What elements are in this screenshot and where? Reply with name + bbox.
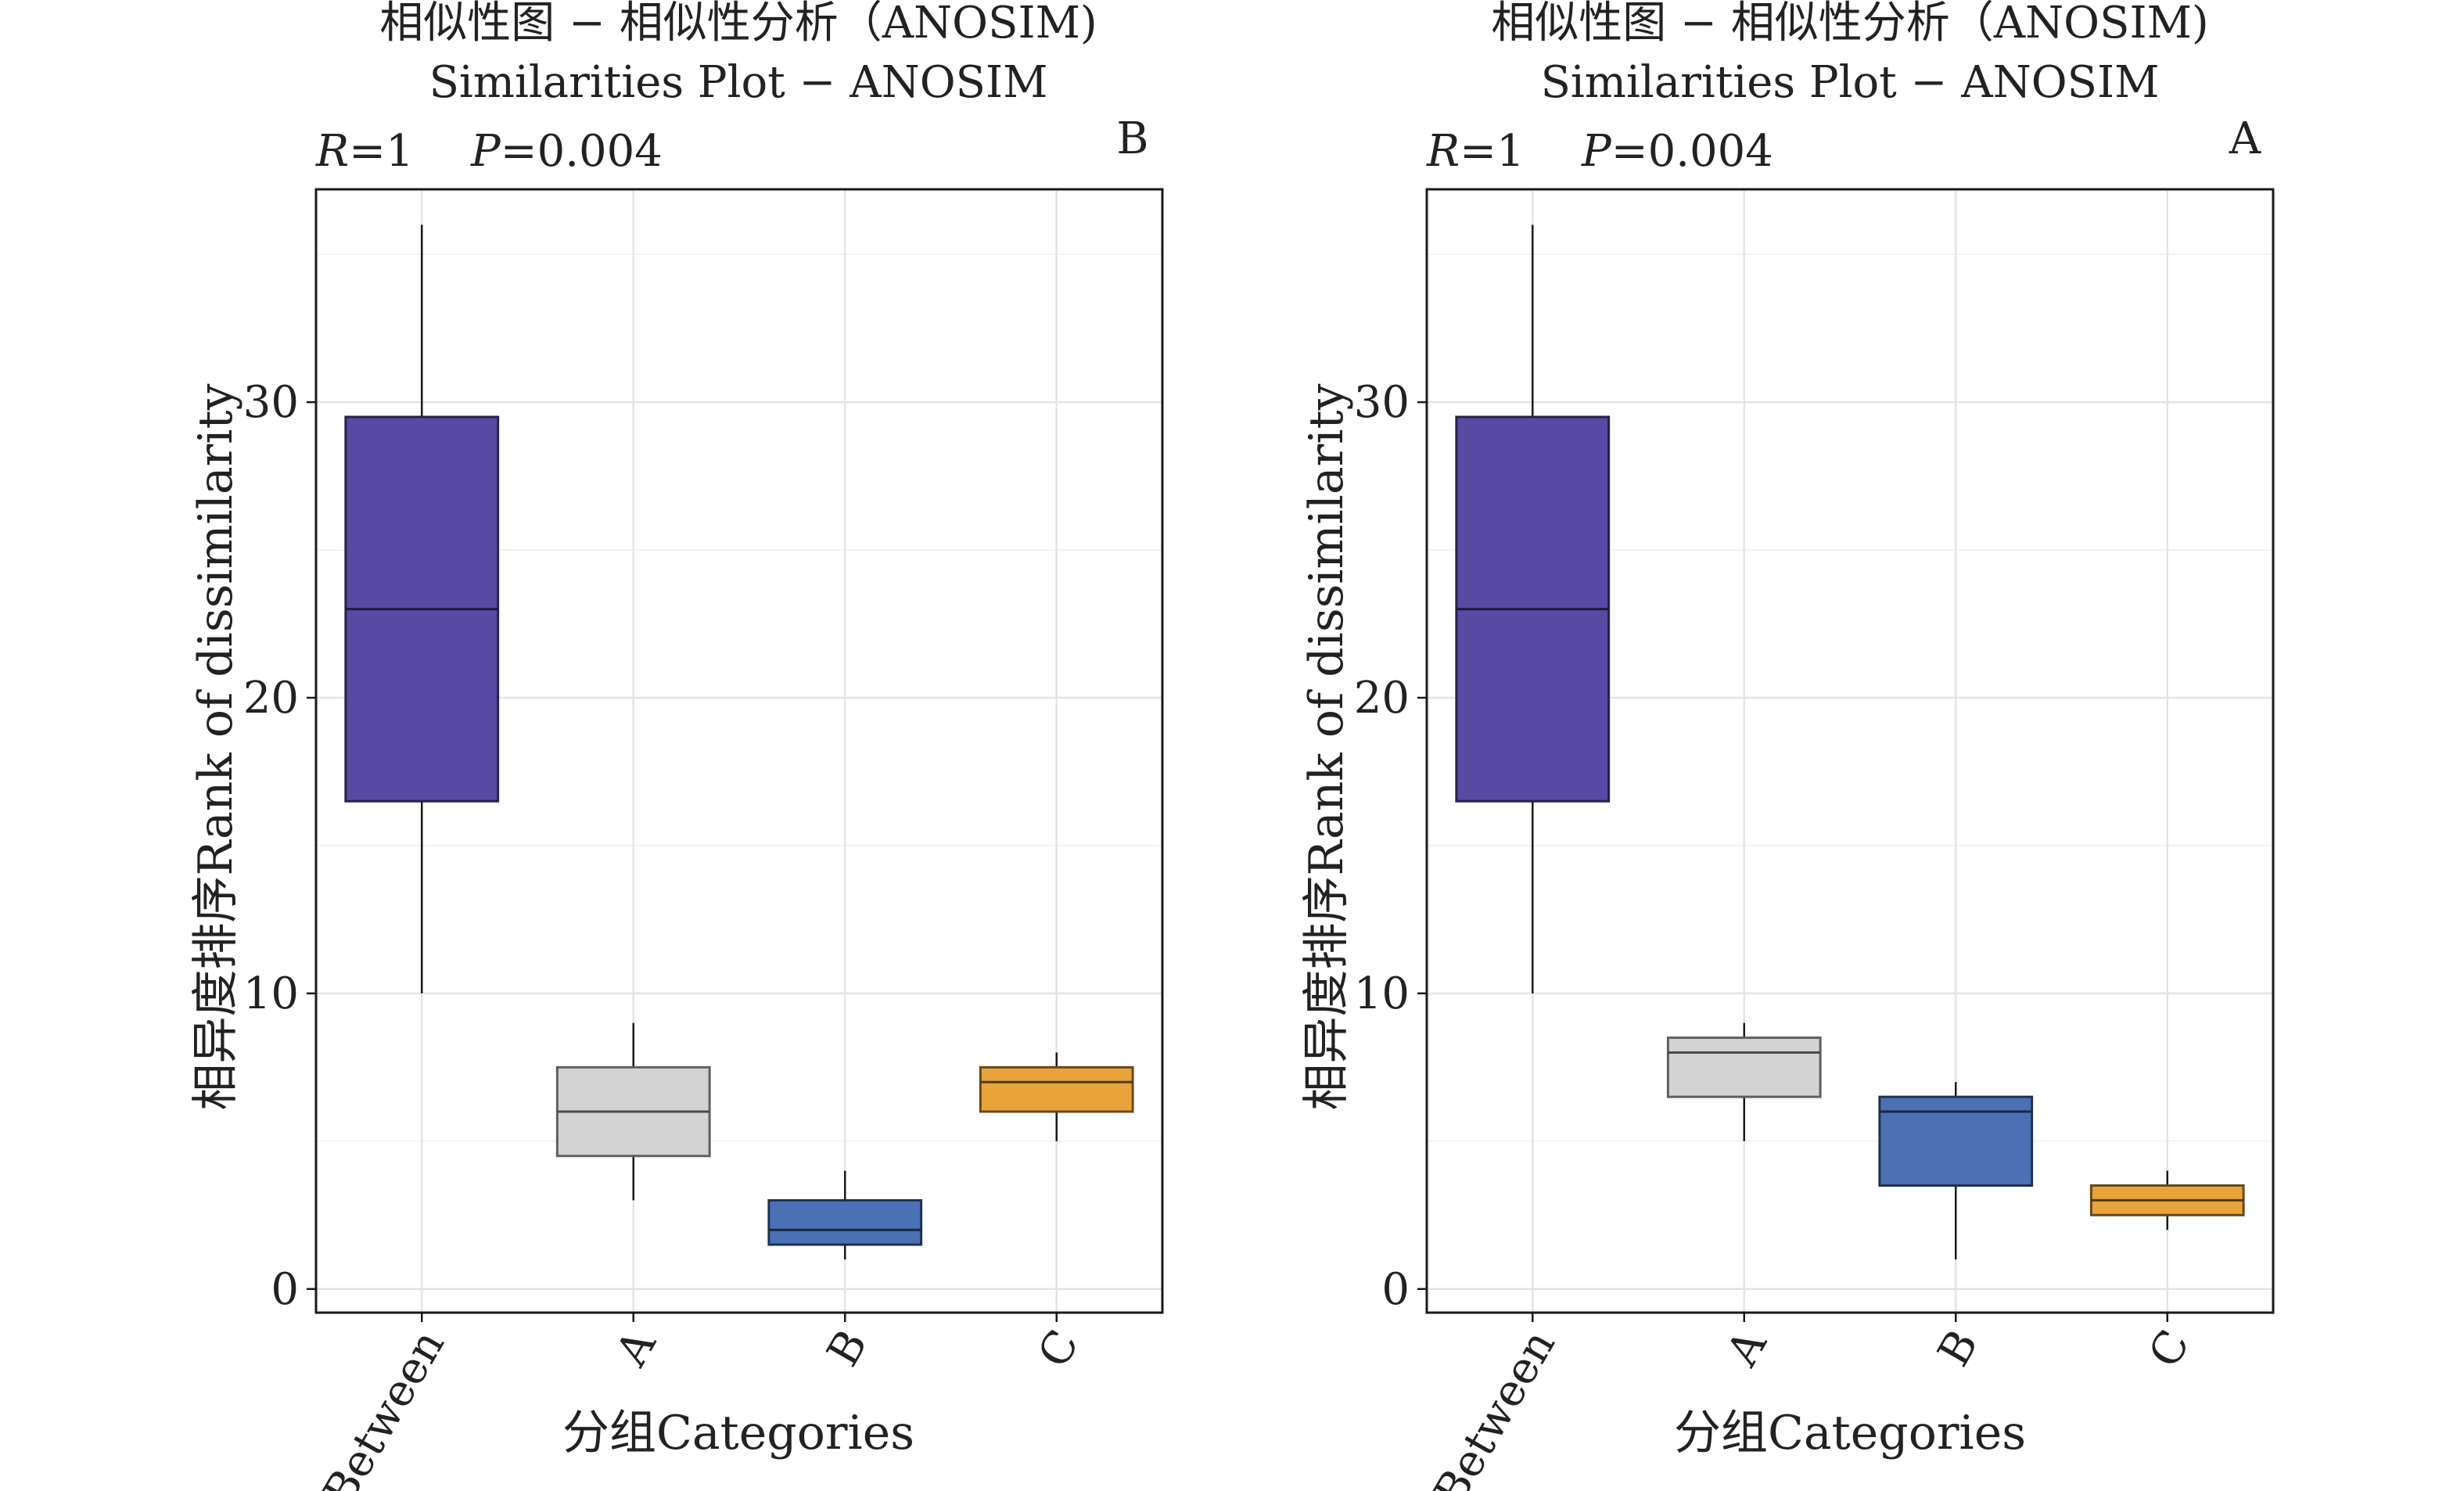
p-statistic-left: P=0.004 <box>470 126 663 177</box>
y-tick-label: 0 <box>1381 1264 1410 1315</box>
y-tick-label: 10 <box>1354 968 1410 1019</box>
box-b <box>1878 1082 2034 1259</box>
x-tick-label: C <box>2139 1322 2200 1377</box>
plot-area-left: 0 10 20 30 Between A B C <box>243 188 1164 1491</box>
y-axis-label-left: 相异度排序Rank of dissimilarity <box>189 383 243 1110</box>
y-axis-label-right: 相异度排序Rank of dissimilarity <box>1299 383 1354 1110</box>
plot-border <box>1425 188 2275 1314</box>
chart-title-right: 相似性图 − 相似性分析（ANOSIM) <box>1491 0 2209 49</box>
chart-subtitle-right: Similarities Plot − ANOSIM <box>1541 57 2160 108</box>
box-a <box>555 1022 711 1201</box>
panel-label-right: A <box>2229 113 2261 164</box>
y-tick-label: 30 <box>243 377 299 428</box>
x-axis-label-left: 分组Categories <box>562 1406 914 1460</box>
box-between <box>1455 225 1611 993</box>
box-c <box>979 1052 1134 1141</box>
r-statistic-left: R=1 <box>315 126 414 177</box>
box-body <box>1878 1095 2034 1187</box>
x-tick-label: Between <box>314 1322 454 1491</box>
plot-area-right: 0 10 20 30 Between A B C <box>1354 188 2275 1491</box>
y-tick-label: 30 <box>1354 377 1410 428</box>
y-tick-label: 20 <box>243 673 299 724</box>
y-tick-label: 20 <box>1354 673 1410 724</box>
chart-subtitle-left: Similarities Plot − ANOSIM <box>429 57 1048 108</box>
x-tick-label: B <box>1928 1322 1988 1375</box>
box-between <box>344 225 500 993</box>
box-c <box>2089 1170 2245 1231</box>
p-value-left: =0.004 <box>501 126 663 177</box>
x-tick-label: C <box>1029 1322 1090 1377</box>
box-body <box>979 1065 1134 1113</box>
box-b <box>767 1170 923 1259</box>
panel-label-left: B <box>1116 113 1148 164</box>
y-tick-label: 0 <box>271 1264 299 1315</box>
r-value-left: =1 <box>349 126 414 177</box>
r-symbol-right: R <box>1426 126 1460 177</box>
p-value-right: =0.004 <box>1611 126 1773 177</box>
p-symbol-right: P <box>1581 126 1612 177</box>
panel-left: 相似性图 − 相似性分析（ANOSIM) Similarities Plot −… <box>189 0 1164 1491</box>
x-axis-label-right: 分组Categories <box>1674 1406 2026 1460</box>
y-tick-label: 10 <box>243 968 299 1019</box>
x-tick-label: A <box>605 1321 666 1375</box>
r-symbol-left: R <box>315 126 349 177</box>
r-statistic-right: R=1 <box>1426 126 1525 177</box>
box-a <box>1666 1022 1822 1141</box>
x-tick-label: Between <box>1424 1322 1565 1491</box>
box-body <box>767 1198 923 1246</box>
x-tick-label: A <box>1716 1321 1776 1375</box>
box-body <box>1666 1037 1822 1098</box>
plot-border <box>314 188 1164 1314</box>
panel-right: 相似性图 − 相似性分析（ANOSIM) Similarities Plot −… <box>1299 0 2275 1491</box>
p-symbol-left: P <box>470 126 501 177</box>
x-tick-label: B <box>817 1322 878 1375</box>
r-value-right: =1 <box>1460 126 1525 177</box>
p-statistic-right: P=0.004 <box>1581 126 1773 177</box>
chart-title-left: 相似性图 − 相似性分析（ANOSIM) <box>379 0 1097 49</box>
